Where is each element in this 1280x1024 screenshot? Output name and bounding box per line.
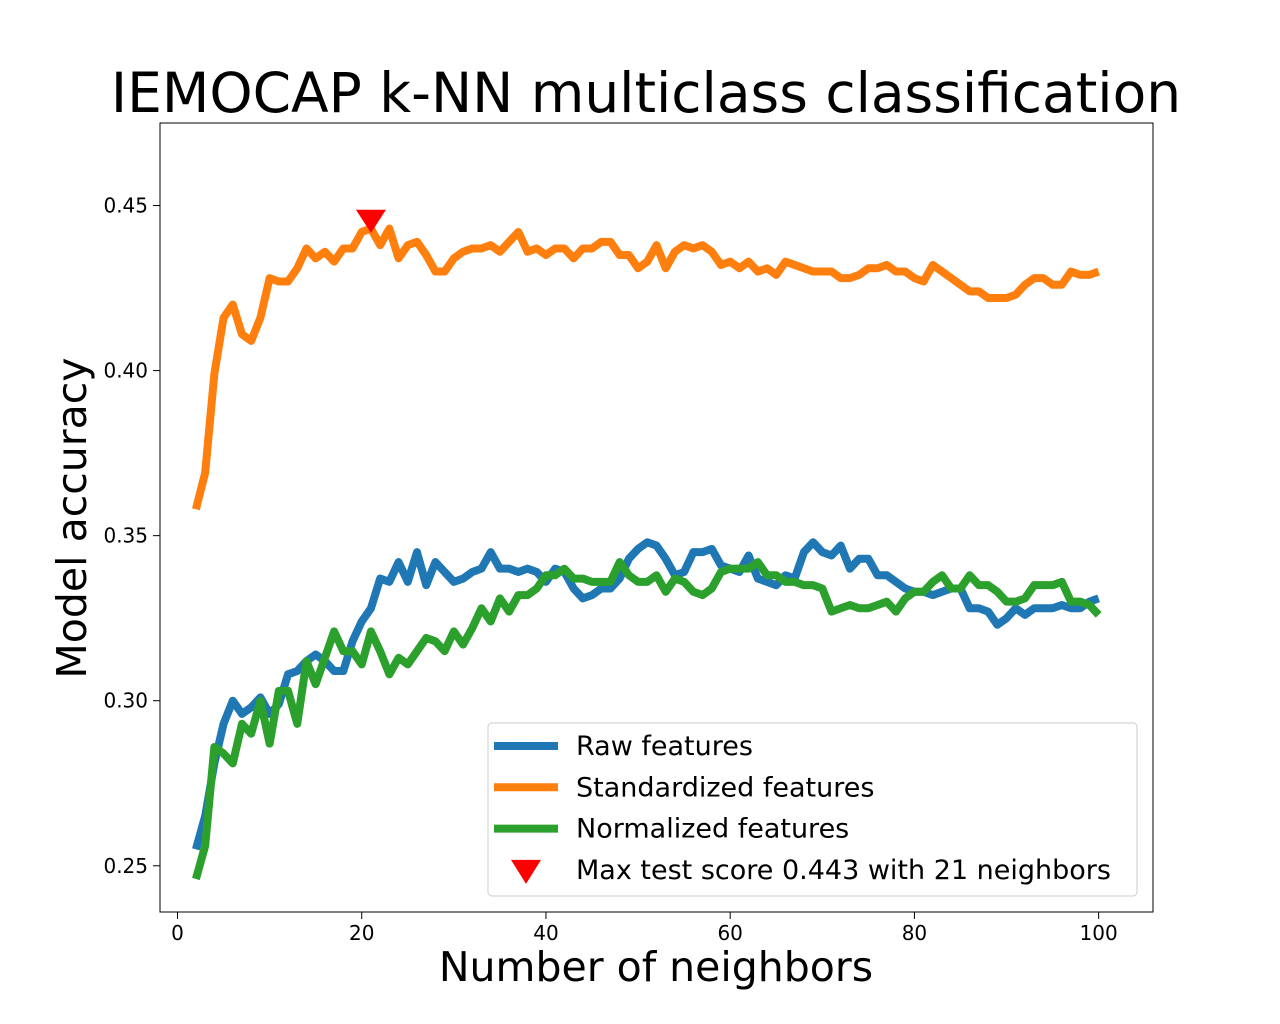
y-tick-label: 0.35: [103, 524, 148, 548]
y-tick-label: 0.25: [103, 854, 148, 878]
series-layer: [192, 224, 1102, 881]
x-tick-label: 0: [171, 921, 184, 945]
max-score-marker: [355, 209, 386, 233]
series-line-normalized-features: [192, 558, 1102, 881]
x-tick-label: 20: [349, 921, 374, 945]
legend-label-raw-features: Raw features: [576, 731, 753, 762]
chart-title: IEMOCAP k-NN multiclass classification: [111, 61, 1181, 125]
y-axis-label: Model accuracy: [48, 357, 96, 678]
legend-swatch-max-score: [511, 859, 541, 884]
legend-label-max-score: Max test score 0.443 with 21 neighbors: [576, 855, 1111, 886]
legend: Raw features Standardized features Normali…: [487, 722, 1138, 897]
legend-entries: Raw features Standardized features Normali…: [494, 731, 1111, 886]
x-axis-label: Number of neighbors: [439, 943, 873, 991]
plot-frame: [159, 122, 1154, 913]
legend-box: [487, 722, 1138, 897]
x-tick-label: 80: [902, 921, 927, 945]
series-line-standardized-features: [192, 224, 1100, 511]
y-tick-label: 0.40: [103, 359, 148, 383]
y-axis: 0.25 0.30 0.35 0.40 0.45: [103, 194, 160, 878]
x-tick-label: 40: [533, 921, 558, 945]
x-axis: 0 20 40 60 80 100: [171, 912, 1118, 945]
y-tick-label: 0.45: [103, 194, 148, 218]
x-tick-label: 60: [717, 921, 742, 945]
legend-label-normalized-features: Normalized features: [576, 814, 849, 845]
x-tick-label: 100: [1080, 921, 1118, 945]
y-tick-label: 0.30: [103, 689, 148, 713]
legend-label-standardized-features: Standardized features: [576, 772, 874, 803]
marker-layer: [355, 209, 386, 233]
